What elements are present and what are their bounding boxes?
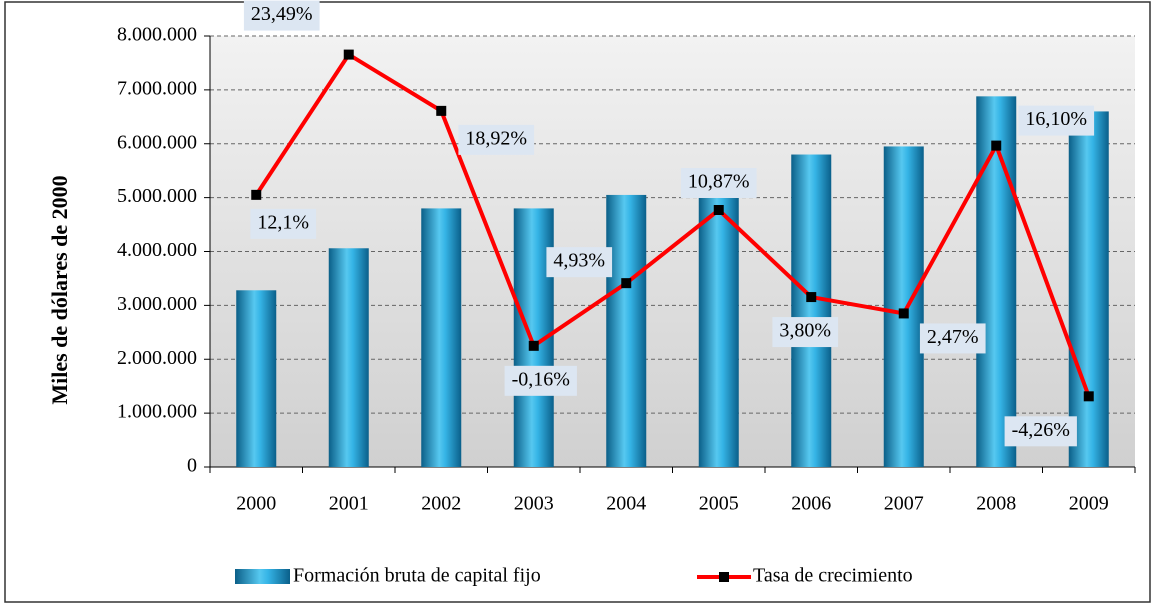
- bar: [328, 248, 369, 467]
- x-tick-label: 2006: [791, 493, 831, 515]
- data-label-box: [504, 365, 577, 396]
- bar: [976, 96, 1017, 467]
- data-label: -0,16%: [512, 368, 570, 390]
- y-axis-label: Miles de dólares de 2000: [47, 175, 72, 404]
- data-label: 10,87%: [688, 171, 750, 193]
- y-tick-label: 3.000.000: [117, 293, 197, 315]
- y-tick-label: 2.000.000: [117, 347, 197, 369]
- y-tick-label: 4.000.000: [117, 239, 197, 261]
- data-label-box: [1004, 416, 1077, 447]
- data-label: -4,26%: [1012, 419, 1070, 441]
- marker: [621, 278, 632, 289]
- data-label-box: [1018, 105, 1095, 136]
- bar: [606, 194, 647, 467]
- bar: [791, 154, 832, 467]
- data-label: 16,10%: [1025, 108, 1087, 130]
- data-label: 2,47%: [927, 326, 979, 348]
- data-label-box: [919, 323, 986, 354]
- data-label-box: [680, 168, 757, 199]
- data-label-box: [546, 247, 613, 278]
- data-label: 12,1%: [257, 211, 309, 233]
- x-tick-label: 2007: [884, 493, 924, 515]
- data-label-box: [458, 124, 535, 155]
- marker: [1083, 391, 1094, 402]
- x-tick-label: 2000: [236, 493, 276, 515]
- legend-label: Tasa de crecimiento: [753, 565, 913, 587]
- x-tick-label: 2008: [976, 493, 1016, 515]
- data-label: 18,92%: [465, 127, 527, 149]
- data-label: 4,93%: [553, 250, 605, 272]
- x-tick-label: 2001: [329, 493, 369, 515]
- marker: [713, 205, 724, 216]
- y-tick-label: 0: [187, 455, 197, 477]
- data-label: 23,49%: [251, 3, 313, 25]
- data-label-box: [243, 0, 320, 31]
- y-tick-label: 7.000.000: [117, 77, 197, 99]
- marker: [343, 49, 354, 60]
- y-tick-label: 8.000.000: [117, 24, 197, 46]
- y-tick-label: 6.000.000: [117, 131, 197, 153]
- legend-swatch: [719, 572, 729, 582]
- legend-swatch: [235, 569, 290, 584]
- bar: [1068, 111, 1109, 468]
- marker: [528, 340, 539, 351]
- bar: [236, 290, 277, 467]
- x-tick-label: 2009: [1069, 493, 1109, 515]
- marker: [898, 308, 909, 319]
- x-tick-label: 2005: [699, 493, 739, 515]
- x-tick-label: 2002: [421, 493, 461, 515]
- legend-label: Formación bruta de capital fijo: [293, 565, 541, 587]
- bar: [883, 146, 924, 467]
- line: [254, 52, 1091, 398]
- x-tick-label: 2003: [514, 493, 554, 515]
- data-label: 3,80%: [779, 320, 831, 342]
- y-tick-label: 5.000.000: [117, 185, 197, 207]
- data-label-box: [250, 208, 317, 239]
- data-label-box: [772, 317, 839, 348]
- marker: [436, 105, 447, 116]
- bar: [698, 194, 739, 467]
- bar: [421, 208, 462, 467]
- y-tick-label: 1.000.000: [117, 401, 197, 423]
- marker: [251, 189, 262, 200]
- marker: [991, 140, 1002, 151]
- marker: [806, 292, 817, 303]
- x-tick-label: 2004: [606, 493, 646, 515]
